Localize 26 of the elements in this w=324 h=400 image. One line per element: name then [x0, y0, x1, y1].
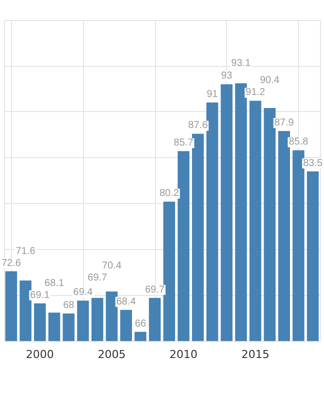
data-label: 93 — [221, 70, 233, 82]
data-label: 71.6 — [16, 246, 36, 257]
data-label: 68.4 — [116, 296, 136, 308]
data-label: 68.1 — [44, 278, 64, 289]
data-label: 85.8 — [288, 136, 309, 148]
data-label: 68 — [63, 300, 75, 311]
data-label: 87.9 — [274, 117, 294, 128]
x-tick-label: 2010 — [170, 348, 198, 361]
data-label: 91 — [206, 89, 218, 100]
data-label: 69.7 — [145, 284, 165, 296]
data-label: 70.4 — [102, 260, 122, 272]
data-label: 83.5 — [303, 158, 323, 169]
data-label: 66 — [134, 318, 146, 330]
data-label: 69.1 — [30, 290, 50, 301]
data-label: 90.4 — [260, 75, 280, 86]
data-label: 93.1 — [231, 58, 252, 69]
x-tick-label: 2015 — [241, 348, 270, 361]
x-tick-label: 2005 — [98, 348, 126, 361]
data-label: 72.6 — [1, 258, 22, 269]
data-label: 69.7 — [88, 272, 108, 284]
data-label: 80.2 — [159, 188, 180, 200]
data-label: 69.4 — [73, 287, 94, 298]
data-label: 87.6 — [188, 120, 208, 132]
data-label: 85.7 — [174, 138, 194, 149]
x-tick-label: 2000 — [26, 348, 54, 361]
data-label: 91.2 — [246, 87, 266, 98]
